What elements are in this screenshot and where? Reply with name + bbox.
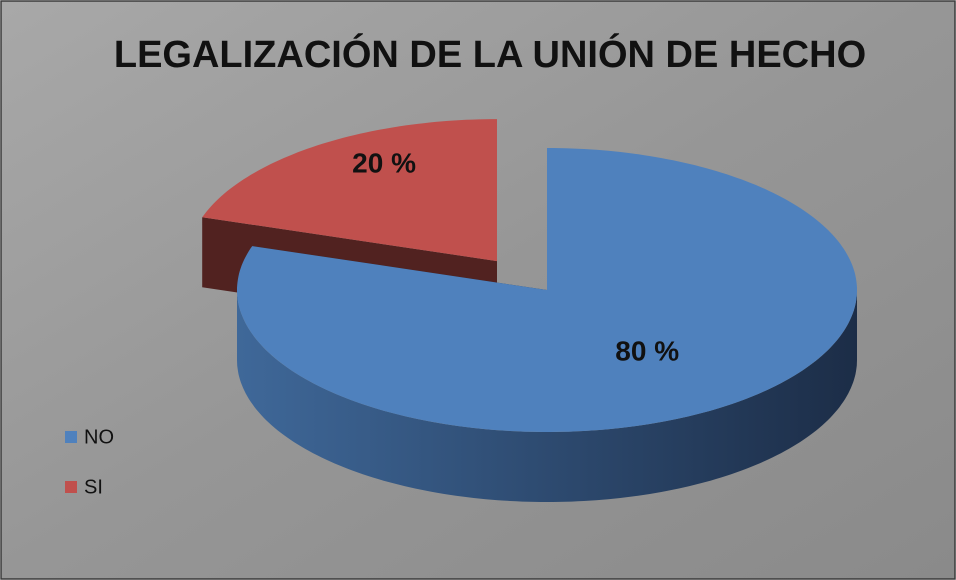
pie-slice xyxy=(202,119,497,262)
data-label: 80 % xyxy=(615,336,679,367)
data-label: 20 % xyxy=(352,147,416,178)
slice-side xyxy=(237,290,857,502)
pie-slice xyxy=(237,148,857,432)
legend-swatch xyxy=(65,431,77,443)
chart-title: LEGALIZACIÓN DE LA UNIÓN DE HECHO xyxy=(114,32,866,76)
legend-swatch xyxy=(65,481,77,493)
legend-label: NO xyxy=(84,426,114,448)
legend-label: SI xyxy=(84,476,103,498)
